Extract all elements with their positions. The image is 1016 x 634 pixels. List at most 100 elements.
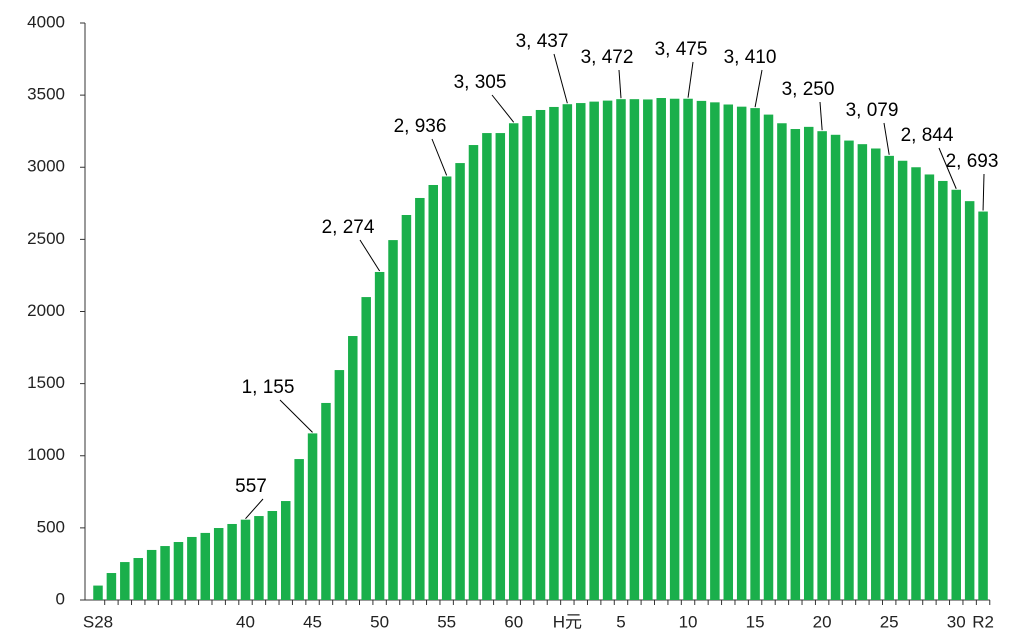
- y-tick-label: 2500: [27, 229, 65, 248]
- leader-line: [359, 239, 381, 272]
- x-tick-label: 10: [679, 612, 698, 631]
- bar: [415, 197, 425, 600]
- bar: [589, 101, 599, 601]
- bar: [576, 103, 586, 600]
- bar: [710, 102, 720, 601]
- bar: [334, 370, 345, 600]
- bar: [200, 532, 211, 600]
- y-tick-label: 1500: [27, 373, 65, 392]
- bar: [106, 573, 117, 600]
- leader-line: [938, 147, 957, 189]
- leader-line: [553, 53, 568, 104]
- x-tick-label: 25: [880, 612, 899, 631]
- bar: [683, 98, 693, 600]
- value-label: 1, 155: [242, 377, 295, 398]
- x-tick-label: 30: [947, 612, 966, 631]
- bar: [844, 140, 854, 600]
- bar: [468, 145, 479, 600]
- leader-line: [982, 173, 985, 211]
- bar: [777, 123, 787, 600]
- bar: [160, 546, 170, 600]
- value-label: 2, 844: [901, 125, 954, 146]
- bar: [817, 131, 827, 600]
- bar: [978, 211, 988, 601]
- x-tick-label: 5: [616, 612, 625, 631]
- bar: [213, 528, 224, 600]
- leader-line: [618, 69, 622, 99]
- leader-line: [687, 61, 694, 98]
- value-label: 3, 437: [516, 31, 569, 52]
- bar: [508, 123, 519, 600]
- bar: [267, 510, 278, 600]
- bar: [884, 155, 894, 600]
- bar: [535, 109, 546, 600]
- leader-line: [491, 94, 515, 123]
- x-tick-label: 20: [813, 612, 832, 631]
- bar: [790, 129, 801, 600]
- bar: [294, 459, 304, 600]
- bar: [93, 585, 103, 600]
- bar: [616, 99, 626, 600]
- bar: [227, 523, 237, 600]
- bar: [736, 106, 747, 600]
- bar: [911, 167, 921, 600]
- y-tick-label: 1000: [27, 445, 65, 464]
- bar: [240, 519, 251, 600]
- y-tick-label: 500: [37, 517, 65, 536]
- bar: [146, 549, 157, 600]
- x-tick-label: 45: [303, 612, 322, 631]
- bar: [280, 501, 291, 600]
- value-label: 3, 475: [655, 39, 708, 60]
- bar: [602, 100, 613, 600]
- bar: [482, 133, 492, 600]
- bar: [696, 100, 707, 601]
- bar: [133, 558, 143, 600]
- bar: [951, 189, 961, 601]
- value-label: 3, 472: [581, 47, 634, 68]
- leader-line: [245, 498, 264, 519]
- bar: [321, 402, 331, 600]
- leader-line: [754, 69, 763, 108]
- value-label: 557: [235, 476, 267, 497]
- value-label: 2, 693: [946, 151, 999, 172]
- bar: [629, 99, 640, 600]
- y-tick-label: 3500: [27, 85, 65, 104]
- bar: [964, 201, 975, 600]
- y-tick-label: 3000: [27, 157, 65, 176]
- bar: [441, 176, 452, 600]
- bar: [120, 562, 130, 600]
- bar: [401, 214, 412, 600]
- bar: [455, 163, 465, 600]
- bar: [562, 104, 573, 600]
- x-tick-label: 55: [437, 612, 456, 631]
- x-tick-label: 15: [746, 612, 765, 631]
- bar: [361, 297, 371, 600]
- bar: [428, 184, 438, 601]
- bar: [643, 99, 653, 600]
- bar: [723, 104, 734, 600]
- bar: [803, 126, 814, 601]
- x-tick-label: 40: [236, 612, 255, 631]
- bar: [897, 160, 908, 601]
- bar: [750, 108, 760, 601]
- bar: [254, 516, 264, 600]
- value-label: 3, 305: [454, 72, 507, 93]
- value-label: 2, 274: [322, 217, 375, 238]
- bar: [348, 336, 358, 600]
- bar: [924, 174, 935, 600]
- bar: [388, 240, 398, 600]
- leader-line: [819, 101, 823, 131]
- bar: [173, 542, 184, 600]
- bar: [763, 114, 774, 600]
- x-tick-label: H元: [553, 612, 582, 631]
- y-tick-label: 2000: [27, 301, 65, 320]
- bar: [522, 116, 532, 600]
- y-tick-label: 4000: [27, 12, 65, 31]
- bar: [307, 433, 318, 600]
- bar: [187, 536, 197, 600]
- x-tick-label: R2: [972, 612, 994, 631]
- bar: [669, 98, 680, 600]
- leader-line: [279, 399, 313, 433]
- bar: [871, 148, 881, 600]
